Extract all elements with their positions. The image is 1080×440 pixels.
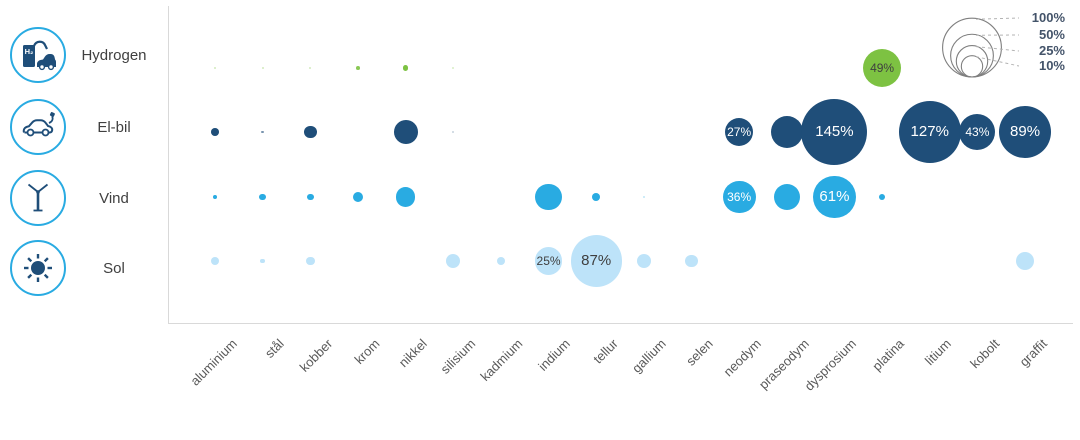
x-axis-label-kadmium: kadmium — [477, 336, 526, 384]
bubble-sol-graffit — [1015, 251, 1035, 271]
row-label-vind: Vind — [99, 189, 129, 207]
bubble-vind-neodym: 36% — [722, 180, 756, 214]
x-axis-label-gallium: gallium — [628, 336, 669, 376]
bubble-sol-stål — [260, 258, 265, 264]
x-axis-label-silisium: silisium — [437, 336, 478, 377]
size-legend: 100% 50%25%10% — [942, 10, 1066, 78]
bubble-elbil-litium: 127% — [898, 101, 961, 163]
bubble-elbil-stål — [261, 130, 264, 134]
x-axis-label-krom: krom — [351, 336, 383, 368]
x-axis-label-nikkel: nikkel — [396, 336, 431, 371]
bubble-vind-krom — [352, 192, 363, 202]
row-header-sol: Sol — [10, 240, 162, 296]
bubble-vind-gallium — [642, 195, 645, 199]
x-axis-line — [168, 323, 1073, 324]
bubble-hydrogen-krom — [356, 66, 360, 70]
x-axis-label-stål: stål — [262, 336, 288, 361]
bubble-elbil-dysprosium: 145% — [801, 99, 868, 165]
electric-car-icon — [10, 99, 66, 155]
size-legend-label: 25% — [1039, 43, 1065, 58]
size-legend-label: 50% — [1039, 27, 1065, 42]
size-legend-label: 100% — [1032, 10, 1066, 25]
bubble-vind-praseodym — [773, 183, 800, 211]
size-legend-circle — [960, 55, 984, 78]
x-axis-label-aluminium: aluminium — [187, 336, 240, 389]
bubble-hydrogen-aluminium — [213, 66, 217, 70]
bubble-sol-kadmium — [496, 257, 505, 265]
bubble-sol-indium: 25% — [534, 247, 563, 275]
wind-turbine-icon — [10, 170, 66, 226]
bubble-vind-dysprosium: 61% — [813, 175, 856, 219]
row-header-elbil: El-bil — [10, 99, 162, 155]
bubble-hydrogen-nikkel — [402, 65, 409, 71]
x-axis-label-kobber: kobber — [296, 336, 335, 375]
svg-text:H₂: H₂ — [25, 47, 34, 56]
row-label-elbil: El-bil — [97, 118, 131, 136]
x-axis-label-indium: indium — [535, 336, 574, 374]
size-legend-leader-line — [975, 17, 1020, 20]
bubble-vind-aluminium — [212, 194, 218, 200]
bubble-elbil-neodym: 27% — [724, 117, 754, 147]
size-legend-label: 10% — [1039, 58, 1065, 73]
row-label-hydrogen: Hydrogen — [81, 46, 147, 64]
bubble-elbil-kobber — [303, 125, 317, 139]
x-axis-label-kobolt: kobolt — [966, 336, 1003, 372]
row-label-sol: Sol — [103, 259, 125, 277]
x-axis-label-graffit: graffit — [1016, 336, 1050, 370]
bubble-vind-kobber — [307, 193, 314, 201]
bubble-sol-tellur: 87% — [570, 235, 622, 287]
bubble-vind-platina — [879, 193, 886, 200]
bubble-sol-gallium — [636, 254, 651, 268]
x-axis-label-platina: platina — [869, 336, 907, 374]
bubble-elbil-kobolt: 43% — [959, 114, 996, 150]
size-legend-leader-line — [975, 56, 1020, 67]
y-axis-line — [168, 6, 169, 323]
bubble-sol-aluminium — [211, 257, 219, 265]
bubble-sol-silisium — [446, 253, 461, 269]
bubble-hydrogen-platina: 49% — [862, 48, 902, 88]
bubble-sol-kobber — [305, 256, 315, 266]
size-legend-leader-line — [975, 46, 1020, 52]
size-legend-circle — [955, 45, 989, 78]
bubble-vind-tellur — [592, 193, 601, 201]
bubble-hydrogen-silisium — [452, 66, 455, 70]
sun-icon — [10, 240, 66, 296]
bubble-elbil-silisium — [452, 130, 455, 134]
bubble-sol-selen — [685, 254, 698, 268]
bubble-elbil-graffit: 89% — [999, 106, 1051, 158]
x-axis-label-litium: litium — [922, 336, 955, 369]
bubble-hydrogen-kobber — [309, 66, 312, 70]
bubble-hydrogen-stål — [261, 66, 264, 70]
hydrogen-icon: H₂ — [10, 27, 66, 83]
bubble-elbil-praseodym — [770, 116, 803, 148]
x-axis-label-neodym: neodym — [720, 336, 764, 380]
bubble-elbil-nikkel — [393, 120, 418, 144]
bubble-vind-indium — [535, 183, 562, 211]
row-header-hydrogen: H₂ Hydrogen — [10, 27, 162, 83]
bubble-vind-nikkel — [395, 187, 416, 207]
x-axis-label-tellur: tellur — [590, 336, 621, 367]
size-legend-circle — [942, 17, 1002, 78]
row-header-vind: Vind — [10, 170, 162, 226]
bubble-elbil-aluminium — [211, 128, 219, 136]
bubble-vind-stål — [259, 193, 266, 201]
x-axis-label-selen: selen — [683, 336, 717, 369]
